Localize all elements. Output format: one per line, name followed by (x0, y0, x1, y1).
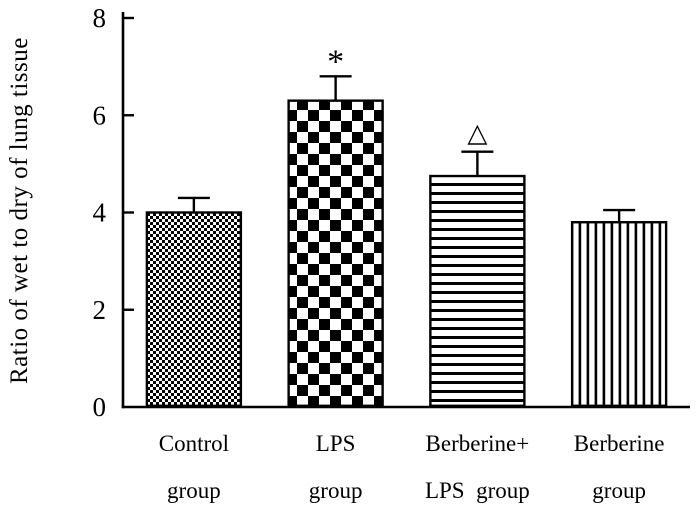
x-tick-label-line1: LPS (315, 431, 356, 456)
x-tick-label-line1: Berberine+ (425, 431, 530, 456)
significance-marker: △ (467, 119, 487, 148)
x-tick-label-berberine-group: Berberine group (524, 420, 700, 514)
x-tick-label-control-group: Control group (99, 420, 289, 514)
x-tick-label-line1: Control (158, 431, 230, 456)
y-tick-label: 2 (93, 295, 107, 325)
x-tick-label-line2: group (592, 478, 646, 503)
x-tick-label-line2: group (308, 478, 363, 503)
y-tick-label: 6 (93, 100, 107, 130)
bar-control-group (145, 211, 243, 408)
bar-lps-group (287, 99, 384, 408)
x-tick-label-berberine-lps-group: Berberine+ LPS group (382, 420, 572, 514)
y-tick-label: 8 (93, 3, 107, 33)
x-tick-label-lps-group: LPS group (241, 420, 431, 514)
bar-berberine-lps-group (429, 174, 526, 408)
x-tick-label-line2: group (167, 478, 221, 503)
y-tick-label: 4 (93, 198, 107, 228)
significance-marker: * (327, 43, 344, 80)
x-tick-label-line2: LPS group (424, 478, 530, 503)
bar-berberine-group (570, 221, 668, 408)
x-tick-label-line1: Berberine (573, 431, 665, 456)
y-tick-label: 0 (93, 392, 107, 422)
